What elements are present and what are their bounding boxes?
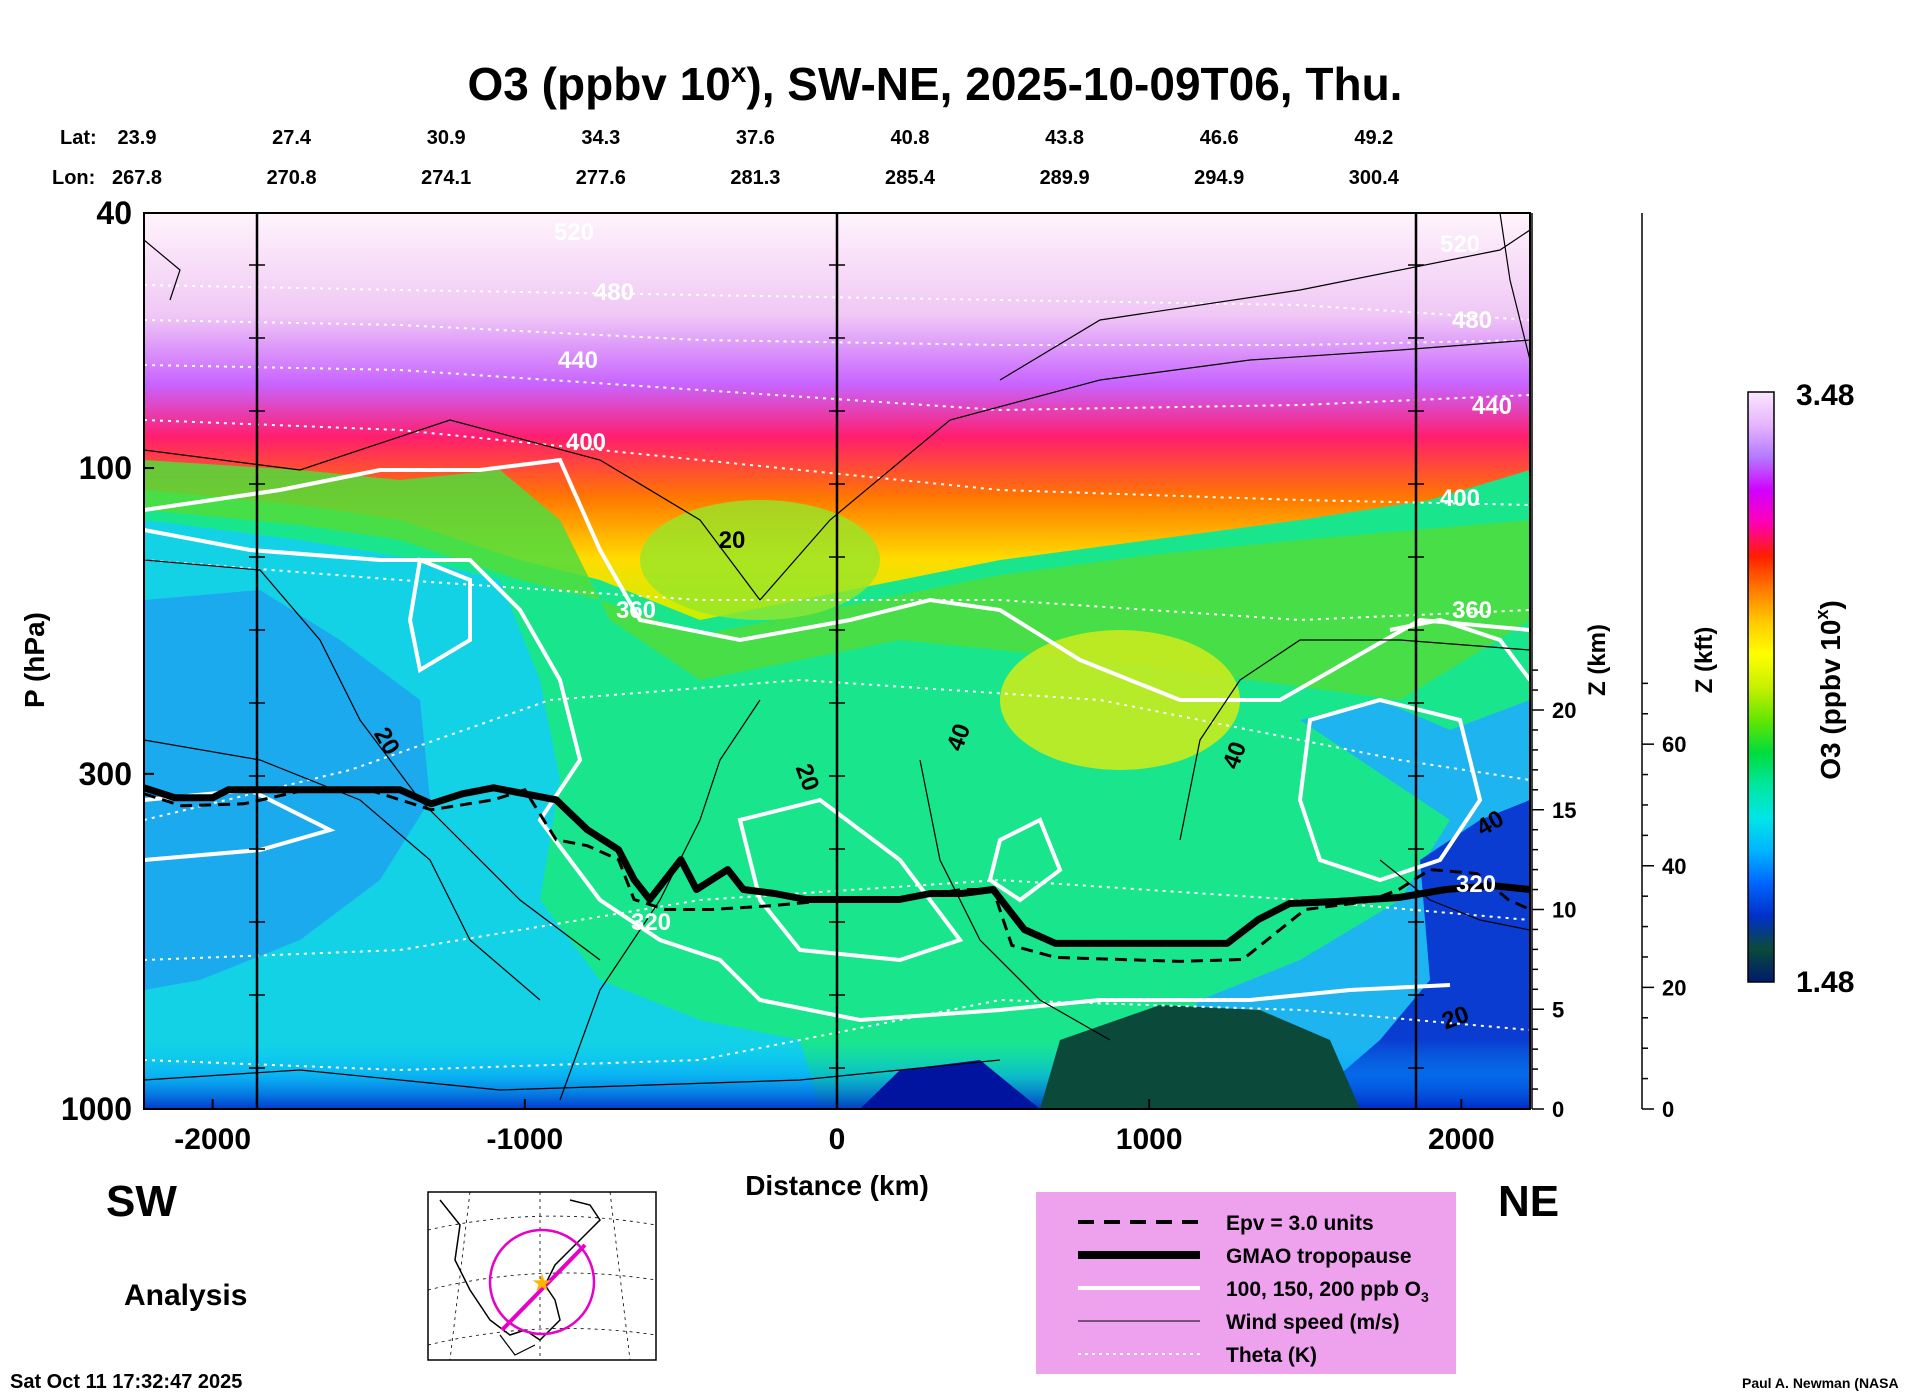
lat-value: 40.8 [891, 127, 930, 149]
lower-stratosphere-region [144, 460, 1530, 700]
theta-label: 320 [1456, 871, 1496, 898]
lon-value: 289.9 [1040, 167, 1090, 189]
mid-ozone-core [1000, 630, 1240, 770]
center-star-icon: ★ [531, 1269, 553, 1297]
lat-header-label: Lat: [60, 127, 97, 149]
theta-label: 360 [616, 597, 656, 624]
lon-value: 270.8 [267, 167, 317, 189]
direction-sw-label: SW [106, 1177, 177, 1226]
y-tick-label: 40 [96, 195, 132, 231]
reference-tick-marks [249, 264, 1424, 1069]
lat-value: 27.4 [272, 127, 312, 149]
gmao-tropopause-line [144, 784, 1530, 947]
z-kft-axis: 0 20 40 60 [1641, 213, 1686, 1122]
lat-value: 37.6 [736, 127, 775, 149]
theta-label: 520 [554, 219, 594, 246]
coastline [439, 1199, 601, 1341]
lat-value: 30.9 [427, 127, 466, 149]
boundary-layer-dark-green [1040, 1005, 1360, 1109]
theta-label: 360 [1452, 597, 1492, 624]
z-kft-tick-label: 0 [1662, 1097, 1674, 1122]
x-tick-label: 1000 [1116, 1123, 1183, 1156]
troposphere-east-blue [1300, 800, 1530, 1109]
lon-value: 300.4 [1349, 167, 1400, 189]
lat-value: 34.3 [581, 127, 620, 149]
theta-label: 480 [1452, 307, 1492, 334]
lon-value: 274.1 [421, 167, 471, 189]
theta-label: 400 [1440, 485, 1480, 512]
latitude-row: 23.9 27.4 30.9 34.3 37.6 40.8 43.8 46.6 49.2 [118, 127, 1394, 149]
lon-value: 294.9 [1194, 167, 1244, 189]
longitude-row: 267.8 270.8 274.1 277.6 281.3 285.4 289.9 294.9… [112, 167, 1400, 189]
locator-ring [488, 1228, 596, 1336]
legend-label: Wind speed (m/s) [1226, 1311, 1400, 1334]
colorbar-max-label: 3.48 [1796, 379, 1854, 412]
x-axis: -2000 -1000 0 1000 2000 [174, 1099, 1495, 1156]
lon-value: 267.8 [112, 167, 162, 189]
mid-ozone-core-2 [640, 500, 880, 620]
z-km-tick-label: 15 [1552, 798, 1576, 823]
section-path-line [500, 1243, 587, 1332]
z-kft-axis-label: Z (kft) [1691, 627, 1718, 694]
lon-value: 277.6 [576, 167, 626, 189]
legend: Epv = 3.0 units GMAO tropopause 100, 150, … [1036, 1192, 1456, 1374]
theta-label: 440 [558, 347, 598, 374]
theta-label: 440 [1472, 393, 1512, 420]
z-km-tick-label: 0 [1552, 1097, 1564, 1122]
theta-label: 400 [566, 429, 606, 456]
theta-label-group: 520 480 440 400 360 320 520 480 440 400 360 320 [554, 219, 1512, 936]
analysis-label: Analysis [124, 1279, 247, 1312]
colorbar-min-label: 1.48 [1796, 966, 1854, 999]
lon-value: 285.4 [885, 167, 936, 189]
chart-title: O3 (ppbv 10x), SW-NE, 2025-10-09T06, Thu… [468, 57, 1403, 110]
lat-value: 46.6 [1200, 127, 1239, 149]
boundary-layer-navy [860, 1060, 1040, 1109]
x-axis-label: Distance (km) [745, 1170, 929, 1201]
lon-header-label: Lon: [52, 167, 95, 189]
colorbar-label: O3 (ppbv 10x) [1812, 600, 1846, 780]
lon-value: 281.3 [730, 167, 780, 189]
legend-label: 100, 150, 200 ppb O3 [1226, 1278, 1429, 1305]
legend-label: GMAO tropopause [1226, 1245, 1412, 1268]
timestamp: Sat Oct 11 17:32:47 2025 [10, 1371, 242, 1393]
z-kft-tick-label: 60 [1662, 732, 1686, 757]
theta-label: 480 [594, 279, 634, 306]
z-km-tick-label: 20 [1552, 698, 1576, 723]
reference-lines [255, 213, 1418, 1109]
x-tick-label: -2000 [174, 1123, 251, 1156]
z-kft-tick-label: 40 [1662, 854, 1686, 879]
y-tick-label: 100 [79, 450, 132, 486]
lat-value: 43.8 [1045, 127, 1084, 149]
y-tick-label: 1000 [61, 1091, 132, 1127]
theta-label: 520 [1440, 231, 1480, 258]
x-tick-label: -1000 [486, 1123, 563, 1156]
z-km-tick-label: 10 [1552, 898, 1576, 923]
locator-map: ★ [427, 1191, 657, 1361]
z-km-axis-label: Z (km) [1584, 624, 1611, 696]
y-axis: 40 100 300 1000 [61, 195, 154, 1127]
y-tick-label: 300 [79, 756, 132, 792]
wind-speed-lines [144, 213, 1530, 1101]
lat-value: 23.9 [118, 127, 157, 149]
z-km-axis: 0 5 10 15 20 [1531, 213, 1576, 1122]
theta-label: 320 [631, 909, 671, 936]
z-km-tick-label: 5 [1552, 997, 1564, 1022]
x-tick-label: 2000 [1428, 1123, 1495, 1156]
colorbar [1747, 391, 1775, 983]
wind-label: 20 [719, 527, 746, 554]
z-kft-tick-label: 20 [1662, 975, 1686, 1000]
x-tick-label: 0 [829, 1123, 846, 1156]
legend-label: Epv = 3.0 units [1226, 1212, 1374, 1235]
y-axis-label: P (hPa) [19, 612, 50, 708]
legend-label: Theta (K) [1226, 1344, 1317, 1367]
direction-ne-label: NE [1498, 1177, 1559, 1226]
credit-label: Paul A. Newman (NASA [1742, 1375, 1899, 1391]
lat-value: 49.2 [1354, 127, 1393, 149]
